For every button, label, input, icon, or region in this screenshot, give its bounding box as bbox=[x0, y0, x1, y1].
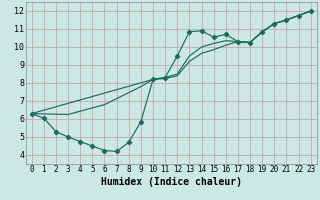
X-axis label: Humidex (Indice chaleur): Humidex (Indice chaleur) bbox=[101, 177, 242, 187]
